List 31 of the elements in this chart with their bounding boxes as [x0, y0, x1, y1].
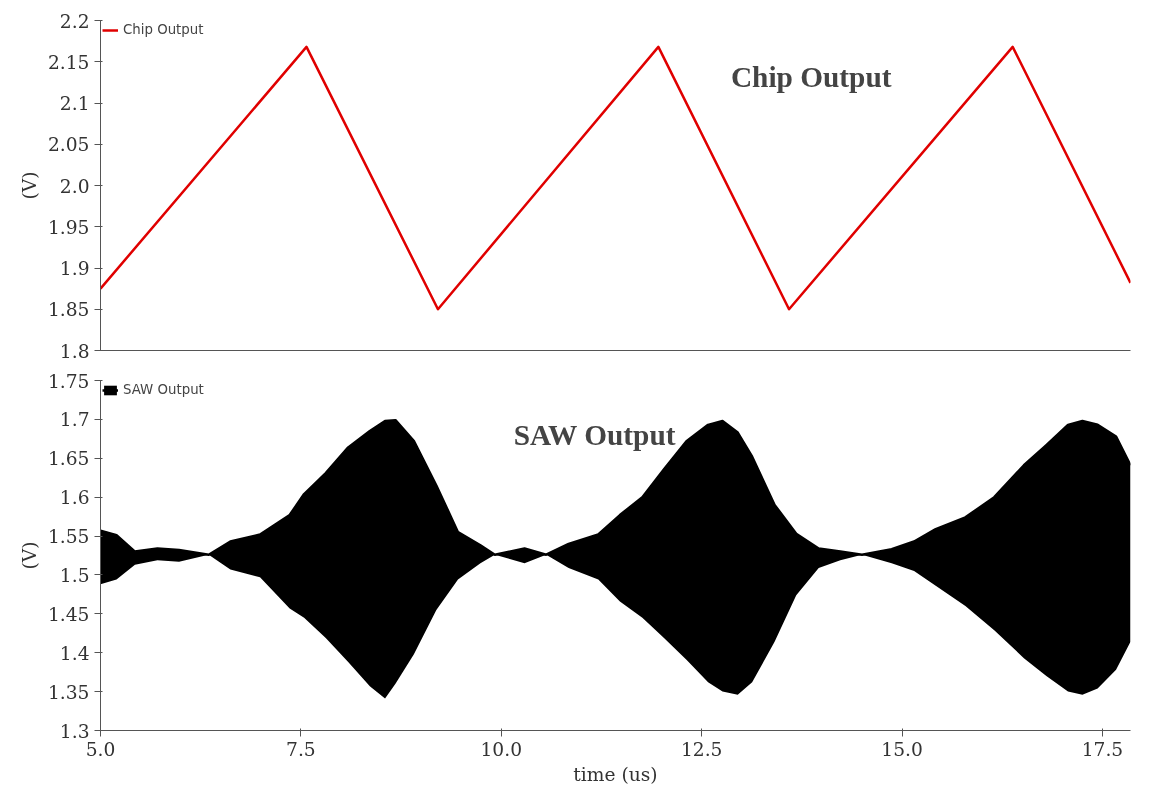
y-tick-label: 1.55	[47, 526, 90, 548]
y-tick-label: 2.0	[59, 175, 90, 197]
y-tick-label: 1.9	[59, 258, 90, 279]
x-tick-label: 12.5	[680, 738, 723, 760]
x-tick-label: 17.5	[1081, 738, 1124, 760]
x-axis-title: time (us)	[573, 763, 658, 785]
y-tick-label: 1.85	[47, 299, 90, 321]
x-tick-label: 10.0	[480, 738, 523, 760]
y-tick-label: 2.2	[59, 10, 90, 32]
y-tick-label: 1.95	[47, 216, 90, 238]
y-tick-label: 1.75	[47, 370, 90, 392]
x-tick-label: 15.0	[881, 738, 923, 760]
y-tick-label: 1.8	[59, 340, 90, 362]
y-tick-label: 1.45	[47, 603, 90, 625]
legend-label: SAW Output	[123, 382, 204, 397]
line-series	[100, 45, 1131, 311]
y-axis-title: (V)	[18, 541, 40, 570]
y-tick-label: 1.7	[59, 409, 90, 431]
y-tick-label: 1.5	[59, 564, 90, 586]
annotation: Chip Output	[730, 61, 892, 94]
y-tick-label: 2.05	[47, 134, 90, 156]
x-tick-label: 7.5	[286, 738, 316, 760]
annotation: SAW Output	[513, 418, 676, 451]
y-tick-label: 1.65	[47, 448, 90, 470]
y-tick-label: 1.35	[47, 681, 90, 703]
legend-label: Chip Output	[123, 22, 204, 37]
y-axis-title: (V)	[18, 171, 40, 200]
y-tick-label: 2.1	[59, 93, 90, 114]
y-tick-label: 2.15	[47, 51, 90, 73]
y-tick-label: 1.6	[59, 487, 90, 509]
y-tick-label: 1.4	[59, 642, 90, 664]
